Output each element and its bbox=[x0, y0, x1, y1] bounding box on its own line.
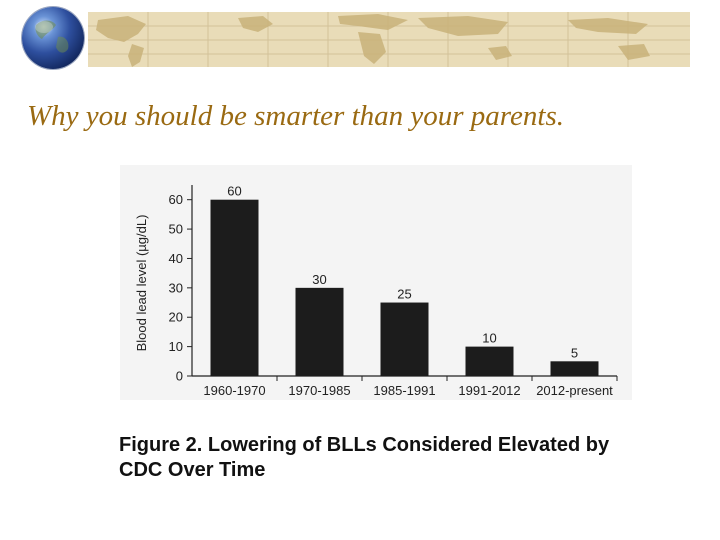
y-tick-label: 10 bbox=[169, 339, 183, 354]
y-tick-label: 60 bbox=[169, 192, 183, 207]
data-label: 25 bbox=[397, 287, 411, 302]
globe-continents bbox=[35, 20, 69, 53]
x-tick-label: 1985-1991 bbox=[373, 383, 435, 398]
y-tick-label: 40 bbox=[169, 251, 183, 266]
y-tick-label: 30 bbox=[169, 280, 183, 295]
y-tick-label: 0 bbox=[176, 369, 183, 384]
x-tick-label: 1970-1985 bbox=[288, 383, 350, 398]
x-tick-label: 1960-1970 bbox=[203, 383, 265, 398]
bar bbox=[380, 302, 429, 376]
data-label: 30 bbox=[312, 272, 326, 287]
y-axis-label: Blood lead level (µg/dL) bbox=[134, 215, 149, 352]
bar bbox=[210, 199, 259, 376]
figure-caption: Figure 2. Lowering of BLLs Considered El… bbox=[119, 433, 679, 483]
bar-chart: Blood lead level (µg/dL) 0 10 20 30 40 50 60 6… bbox=[120, 165, 632, 400]
world-map-decoration bbox=[88, 12, 690, 67]
y-tick-label: 20 bbox=[169, 310, 183, 325]
data-label: 5 bbox=[571, 345, 578, 360]
bar bbox=[295, 287, 344, 376]
chart-background bbox=[120, 165, 632, 400]
globe-icon bbox=[22, 7, 84, 69]
caption-line-1: Figure 2. Lowering of BLLs Considered El… bbox=[119, 434, 610, 456]
slide-title: Why you should be smarter than your pare… bbox=[27, 100, 564, 132]
bar bbox=[550, 361, 599, 376]
x-tick-label: 1991-2012 bbox=[458, 383, 520, 398]
y-tick-label: 50 bbox=[169, 222, 183, 237]
data-label: 10 bbox=[482, 331, 496, 346]
bar bbox=[465, 346, 514, 376]
data-label: 60 bbox=[227, 184, 241, 199]
x-tick-label: 2012-present bbox=[536, 383, 613, 398]
map-banner bbox=[88, 12, 690, 67]
caption-line-2: CDC Over Time bbox=[119, 459, 266, 481]
